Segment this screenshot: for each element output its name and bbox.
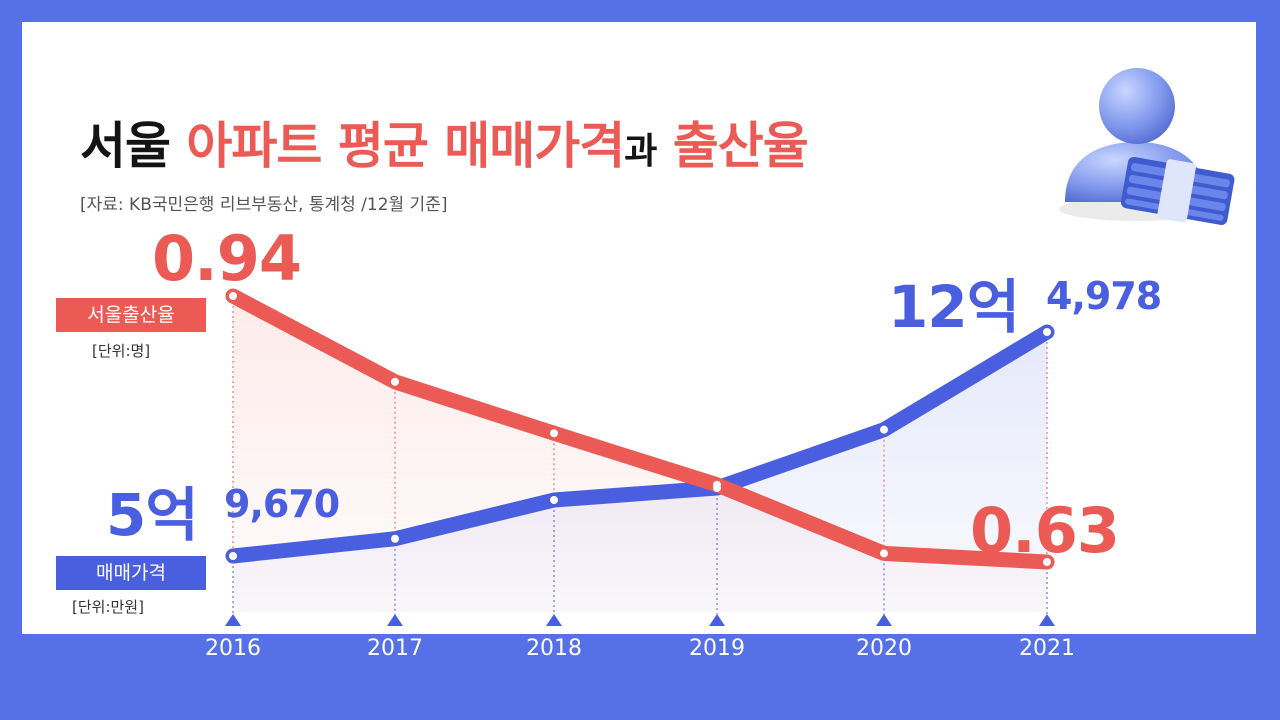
price-unit-label: [단위:만원] xyxy=(72,598,144,616)
x-axis-marker xyxy=(387,614,403,626)
x-tick-label: 2017 xyxy=(367,636,423,661)
birth-first-value-label: 0.94 xyxy=(152,222,302,295)
birth-last-value-label: 0.63 xyxy=(970,494,1120,567)
price-data-point xyxy=(550,495,558,504)
x-tick-label: 2020 xyxy=(856,636,912,661)
title-part-price: 아파트 평균 매매가격 xyxy=(186,117,625,175)
birth-data-point xyxy=(880,549,888,558)
title-part-and: 과 xyxy=(624,131,657,172)
price-last-value-small: 4,978 xyxy=(1046,274,1162,318)
x-axis-marker xyxy=(225,614,241,626)
birth-series-tag: 서울출산율 xyxy=(56,298,206,332)
person-with-money-icon xyxy=(1059,68,1235,226)
price-last-value-big: 12억 xyxy=(888,273,1020,341)
source-note: [자료: KB국민은행 리브부동산, 통계청 /12월 기준] xyxy=(80,195,448,215)
price-data-point xyxy=(229,552,237,560)
birth-unit-label: [단위:명] xyxy=(92,342,151,360)
price-data-point xyxy=(880,425,888,434)
line-chart xyxy=(225,288,1055,626)
price-series-line xyxy=(225,324,1055,564)
title-part-seoul: 서울 xyxy=(80,117,171,175)
price-first-value-small: 9,670 xyxy=(224,482,340,526)
x-tick-label: 2018 xyxy=(526,636,582,661)
x-tick-label: 2021 xyxy=(1019,636,1075,661)
x-axis-marker xyxy=(1039,614,1055,626)
price-first-value-big: 5억 xyxy=(106,481,199,549)
birth-data-point xyxy=(550,429,558,438)
chart-card: 서울 아파트 평균 매매가격과 출산율 [자료: KB국민은행 리브부동산, 통… xyxy=(22,22,1256,634)
title-part-birthrate: 출산율 xyxy=(672,117,809,175)
birth-data-point xyxy=(1043,558,1051,566)
chart-title: 서울 아파트 평균 매매가격과 출산율 xyxy=(80,106,809,178)
x-tick-label: 2016 xyxy=(205,636,261,661)
price-data-point xyxy=(713,483,721,492)
x-axis-marker xyxy=(546,614,562,626)
price-data-point xyxy=(391,534,399,543)
x-axis-marker xyxy=(709,614,725,626)
birth-data-point xyxy=(391,377,399,386)
x-tick-label: 2019 xyxy=(689,636,745,661)
price-series-tag: 매매가격 xyxy=(56,556,206,590)
birth-series-line xyxy=(225,288,1055,570)
x-axis-marker xyxy=(876,614,892,626)
birth-data-point xyxy=(229,292,237,300)
price-data-point xyxy=(1043,328,1051,336)
